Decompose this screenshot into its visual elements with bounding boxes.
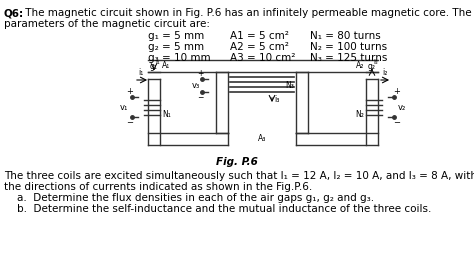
Text: g₂ = 5 mm: g₂ = 5 mm bbox=[148, 42, 204, 52]
Text: i₁: i₁ bbox=[155, 59, 160, 65]
Text: i₂: i₂ bbox=[383, 68, 388, 77]
Text: g₂: g₂ bbox=[368, 62, 376, 71]
Text: g₁ = 5 mm: g₁ = 5 mm bbox=[148, 31, 204, 41]
Text: The three coils are excited simultaneously such that I₁ = 12 A, I₂ = 10 A, and I: The three coils are excited simultaneous… bbox=[4, 171, 474, 181]
Text: A3 = 10 cm²: A3 = 10 cm² bbox=[230, 53, 295, 63]
Text: i₂: i₂ bbox=[373, 59, 378, 65]
Text: the directions of currents indicated as shown in the Fig.P.6.: the directions of currents indicated as … bbox=[4, 182, 312, 192]
Text: Q6:: Q6: bbox=[4, 8, 24, 18]
Text: i₃: i₃ bbox=[274, 95, 279, 105]
Text: −: − bbox=[393, 118, 400, 127]
Text: +: + bbox=[198, 69, 204, 78]
Text: +: + bbox=[126, 87, 133, 96]
Text: v₃: v₃ bbox=[192, 81, 200, 90]
Text: g₁: g₁ bbox=[150, 62, 158, 71]
Text: v₂: v₂ bbox=[398, 102, 406, 111]
Text: N₃: N₃ bbox=[285, 80, 294, 90]
Text: i₁: i₁ bbox=[138, 68, 144, 77]
Text: a.  Determine the flux densities in each of the air gaps g₁, g₂ and g₃.: a. Determine the flux densities in each … bbox=[4, 193, 374, 203]
Text: N₂: N₂ bbox=[355, 110, 364, 119]
Text: The magnetic circuit shown in Fig. P.6 has an infinitely permeable magnetic core: The magnetic circuit shown in Fig. P.6 h… bbox=[22, 8, 472, 18]
Text: −: − bbox=[198, 93, 204, 102]
Text: A₂: A₂ bbox=[356, 61, 364, 70]
Text: parameters of the magnetic circuit are:: parameters of the magnetic circuit are: bbox=[4, 19, 210, 29]
Text: N₁ = 80 turns: N₁ = 80 turns bbox=[310, 31, 381, 41]
Text: N₂ = 100 turns: N₂ = 100 turns bbox=[310, 42, 387, 52]
Text: g₃ = 10 mm: g₃ = 10 mm bbox=[148, 53, 210, 63]
Text: A1 = 5 cm²: A1 = 5 cm² bbox=[230, 31, 289, 41]
Text: Fig. P.6: Fig. P.6 bbox=[216, 157, 258, 167]
Text: A₃: A₃ bbox=[258, 134, 266, 143]
Text: A2 = 5 cm²: A2 = 5 cm² bbox=[230, 42, 289, 52]
Text: N₃ = 125 turns: N₃ = 125 turns bbox=[310, 53, 387, 63]
Text: v₁: v₁ bbox=[120, 102, 128, 111]
Text: N₁: N₁ bbox=[162, 110, 171, 119]
Text: +: + bbox=[393, 87, 400, 96]
Text: b.  Determine the self-inductance and the mutual inductance of the three coils.: b. Determine the self-inductance and the… bbox=[4, 204, 431, 214]
Text: A₁: A₁ bbox=[162, 61, 170, 70]
Text: −: − bbox=[126, 118, 133, 127]
